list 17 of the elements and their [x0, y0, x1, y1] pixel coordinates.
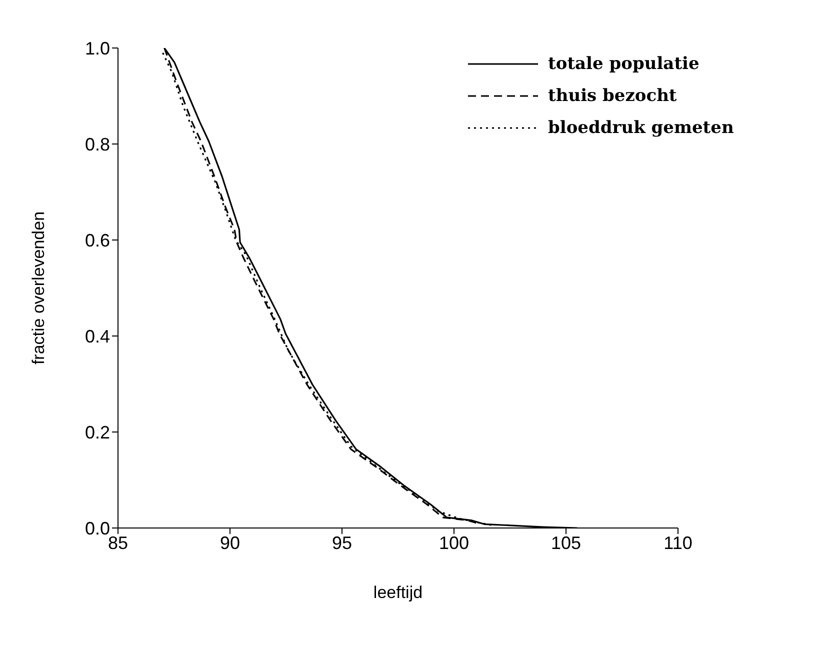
legend-label: totale populatie	[548, 54, 700, 74]
x-axis-title: leeftijd	[373, 583, 423, 602]
y-tick-label: 0.8	[84, 134, 110, 154]
y-tick-label: 0.2	[84, 422, 110, 442]
legend-label: bloeddruk gemeten	[548, 118, 734, 138]
x-tick-label: 100	[438, 532, 470, 553]
y-tick-label: 0.4	[84, 326, 110, 346]
y-axis-title: fractie overlevenden	[29, 211, 48, 365]
y-tick-label: 1.0	[84, 38, 110, 58]
y-tick-label: 0.6	[84, 230, 110, 250]
x-tick-label: 105	[550, 532, 582, 553]
x-tick-label: 110	[664, 532, 692, 553]
x-tick-label: 90	[220, 532, 240, 553]
y-tick-label: 0.0	[84, 518, 110, 538]
x-tick-label: 85	[108, 532, 128, 553]
x-tick-label: 95	[332, 532, 352, 553]
legend-label: thuis bezocht	[548, 86, 677, 106]
